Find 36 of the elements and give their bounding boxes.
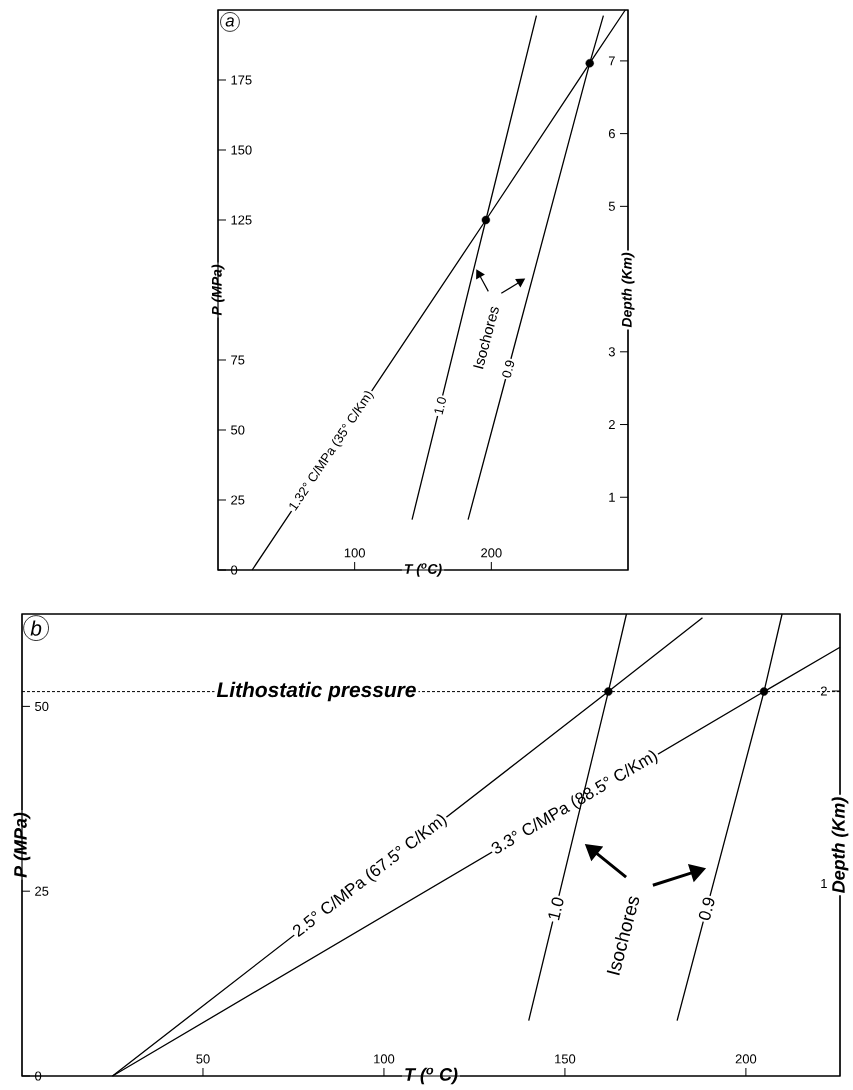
x-tick-label: 200 bbox=[735, 1054, 757, 1064]
y-axis-title: P (MPa) bbox=[13, 812, 31, 878]
x-tick-label: 150 bbox=[555, 1054, 576, 1064]
y2-axis-title: Depth (Km) bbox=[831, 797, 849, 893]
text: 1.0 bbox=[548, 897, 564, 921]
y-tick-label: 50 bbox=[231, 425, 245, 435]
y-tick-label: 50 bbox=[35, 701, 49, 711]
y2-axis-title: Depth (Km) bbox=[621, 252, 635, 328]
y-tick-label: 125 bbox=[231, 215, 252, 225]
y-tick-label: 25 bbox=[35, 886, 49, 896]
ref-line-label: Lithostatic pressure bbox=[216, 681, 416, 702]
y2-tick-label: 2 bbox=[608, 420, 615, 430]
y-tick-label: 75 bbox=[231, 355, 245, 365]
y2-tick-label: 3 bbox=[608, 347, 615, 357]
text: 1.0 bbox=[434, 397, 446, 415]
text: 0.9 bbox=[698, 897, 715, 920]
annotation: a bbox=[225, 17, 235, 27]
y-tick-label: 175 bbox=[231, 75, 252, 85]
y2-tick-label: 1 bbox=[609, 492, 615, 502]
y2-tick-label: 2 bbox=[820, 686, 827, 696]
x-tick-label: 200 bbox=[481, 548, 502, 558]
text: 0.9 bbox=[502, 360, 515, 378]
y-axis-title: P (MPa) bbox=[211, 264, 225, 316]
x-axis-title: T ($^{o}$C) bbox=[404, 563, 442, 577]
x-tick-label: 100 bbox=[344, 548, 365, 558]
y2-tick-label: 7 bbox=[608, 56, 615, 66]
y2-tick-label: 1 bbox=[821, 879, 827, 888]
y-tick-label: 25 bbox=[231, 495, 245, 505]
y-tick-label: 150 bbox=[231, 145, 252, 155]
x-axis-title: T ($^{o}$ C) bbox=[405, 1067, 458, 1085]
y2-tick-label: 5 bbox=[608, 201, 615, 211]
annotation: Isochores bbox=[606, 896, 640, 976]
annotation: b bbox=[30, 620, 42, 636]
x-tick-label: 100 bbox=[374, 1054, 395, 1064]
x-tick-label: 50 bbox=[196, 1054, 210, 1064]
y2-tick-label: 6 bbox=[608, 129, 615, 139]
